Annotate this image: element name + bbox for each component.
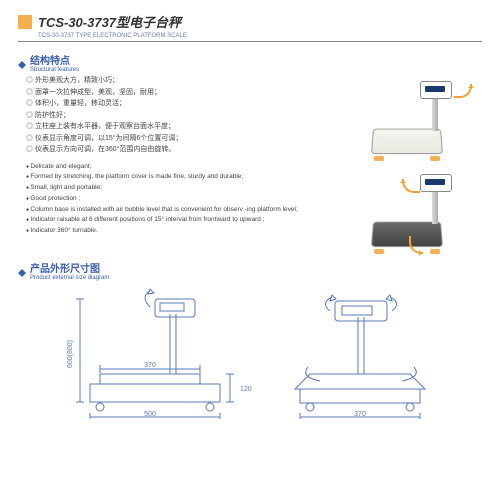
scale-image-1 [362,76,472,161]
feature-cn-item: 体积小，重量轻，移动灵活； [26,99,342,110]
diamond-icon [18,265,26,273]
feature-cn-item: 防护性好； [26,111,342,122]
page-title: TCS-30-3737型电子台秤 [18,12,482,31]
feature-en-item: Delicate and elegant; [26,162,342,172]
feature-en-item: Indicator 360° turnable. [26,226,342,236]
dim-p: 370 [144,362,156,369]
dim-w: 500 [144,411,156,418]
feature-en-item: Column base is installed with air bubble… [26,205,342,215]
diagrams-row: 500 370 600(800) 120 370 [18,289,482,419]
scale-image-2 [362,169,472,254]
feature-en-item: Formed by stretching, the platform cover… [26,172,342,182]
features-cn-list: 外形美观大方，精致小巧；面罩一次拉伸成型，美观，坚固，耐用；体积小，重量轻，移动… [18,76,342,156]
title-divider [18,41,482,42]
diagram-front: 370 [280,289,450,419]
feature-cn-item: 面罩一次拉伸成型，美观，坚固，耐用； [26,88,342,99]
sec2-cn: 产品外形尺寸图 [30,264,100,275]
product-images [352,76,482,254]
diagram-side: 500 370 600(800) 120 [50,289,260,419]
dim-h2: 120 [240,386,252,393]
feature-en-item: Small, light and portable; [26,183,342,193]
dim-p2: 370 [354,411,366,418]
diamond-icon [18,57,26,65]
feature-cn-item: 仪表显示方向可调，在360°范围内自由旋转。 [26,145,342,156]
dim-h1: 600(800) [67,340,74,368]
feature-cn-item: 外形美观大方，精致小巧； [26,76,342,87]
feature-cn-item: 仪表显示角度可调，以15°为间隔6个位置可调； [26,134,342,145]
title-cn: TCS-30-3737型电子台秤 [38,12,181,31]
sec1-cn: 结构特点 [30,56,70,67]
feature-en-item: Indicator raisable at 6 different positi… [26,215,342,225]
section2-head: 产品外形尺寸图 Product external size diagram [18,260,482,281]
feature-cn-item: 立柱座上装有水平器，便于观察台面水平度； [26,122,342,133]
feature-en-item: Good protection ; [26,194,342,204]
section1-head: 结构特点 Structural features [18,52,482,73]
title-en: TCS-30-3737 TYPE ELECTRONIC PLATFORM SCA… [38,33,482,39]
sec2-en: Product external size diagram [30,275,109,281]
features-en-list: Delicate and elegant;Formed by stretchin… [18,162,342,236]
title-block-icon [18,15,32,29]
sec1-en: Structural features [30,67,79,73]
